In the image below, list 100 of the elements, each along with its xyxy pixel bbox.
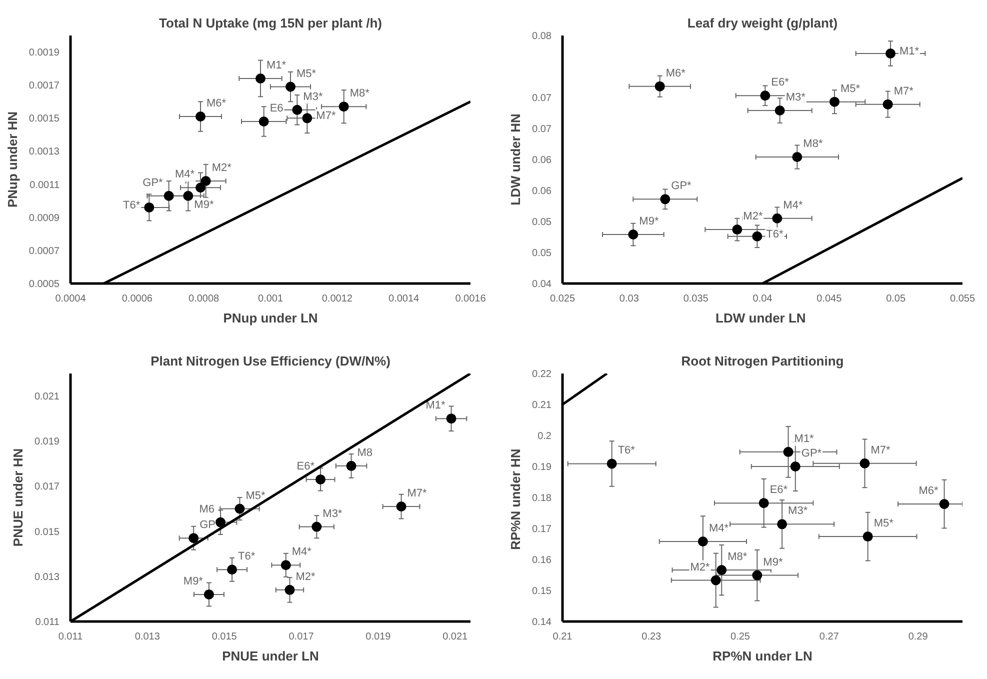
y-tick-label: 0.0009: [28, 212, 60, 224]
y-axis-title: RP%N under HN: [508, 448, 524, 550]
annotation: M4*: [292, 546, 312, 558]
y-tick-label: 0.06: [532, 155, 552, 166]
annotation: T6*: [123, 199, 141, 212]
annotation: M8*: [803, 138, 824, 150]
x-tick-label: 0.05: [886, 294, 906, 304]
x-tick-label: 0.045: [816, 294, 842, 304]
y-tick-label: 0.05: [532, 217, 552, 228]
x-tick-label: 0.29: [908, 632, 928, 642]
annotation: M5*: [246, 490, 266, 502]
y-tick-label: 0.0019: [28, 48, 60, 59]
y-tick-label: 0.0015: [28, 114, 60, 125]
y-tick-label: 0.013: [34, 572, 60, 583]
x-tick-label: 0.0016: [455, 294, 486, 304]
y-tick-label: 0.0007: [28, 246, 60, 257]
x-tick-label: 0.011: [58, 632, 84, 642]
annotation: M5*: [840, 82, 861, 95]
annotation: M1*: [794, 432, 815, 445]
x-tick-label: 0.0012: [322, 294, 353, 304]
y-tick-label: 0.17: [532, 524, 552, 535]
x-tick-label: 0.04: [752, 294, 773, 304]
annotation: M5*: [874, 518, 894, 530]
y-tick-label: 0.15: [532, 586, 552, 597]
annotation: M2*: [690, 561, 711, 574]
annotation: T6*: [238, 550, 256, 563]
annotation: M3*: [786, 92, 806, 104]
annotation: M9*: [194, 198, 214, 211]
x-tick-label: 0.015: [212, 632, 238, 642]
y-tick-label: 0.18: [532, 493, 552, 504]
x-tick-label: 0.21: [552, 632, 573, 642]
x-tick-label: 0.23: [642, 632, 662, 642]
x-axis-title: LDW under LN: [716, 310, 806, 326]
annotation: GP: [200, 519, 216, 532]
x-tick-label: 0.0004: [55, 294, 86, 304]
x-tick-label: 0.0014: [388, 294, 420, 304]
y-tick-label: 0.04: [532, 279, 552, 290]
x-axis-title: PNup under LN: [223, 310, 318, 326]
y-tick-label: 0.021: [34, 392, 60, 403]
annotation: GP*: [671, 180, 692, 192]
x-axis-title: RP%N under LN: [712, 648, 812, 664]
y-tick-label: 0.07: [532, 93, 552, 104]
x-tick-label: 0.03: [619, 294, 640, 304]
y-tick-label: 0.14: [532, 617, 552, 628]
y-tick-label: 0.0017: [28, 80, 60, 92]
annotation: M4*: [174, 168, 196, 181]
annotation: E6: [270, 102, 284, 114]
annotation: T6*: [618, 444, 636, 457]
x-tick-label: 0.0008: [188, 294, 220, 304]
x-tick-label: 0.0006: [122, 294, 153, 304]
annotation: M7*: [894, 85, 914, 98]
y-tick-label: 0.017: [34, 482, 60, 493]
annotation: M2*: [296, 570, 316, 583]
annotation: M7*: [407, 488, 428, 500]
annotation: M8*: [350, 88, 370, 100]
annotation: M1*: [266, 59, 287, 72]
y-tick-label: 0.19: [532, 462, 552, 473]
y-tick-label: 0.16: [532, 555, 552, 566]
annotation: GP*: [142, 176, 164, 189]
y-tick-label: 0.08: [532, 31, 552, 42]
x-tick-label: 0.055: [950, 294, 976, 304]
x-tick-label: 0.025: [550, 294, 576, 304]
x-tick-label: 0.27: [819, 632, 840, 642]
annotation: M6: [199, 503, 214, 516]
x-tick-label: 0.021: [442, 632, 468, 642]
annotation: M7*: [316, 110, 336, 122]
annotation: M5*: [296, 68, 317, 80]
y-axis-title: PNup under HN: [4, 111, 20, 208]
annotation: M6*: [666, 67, 686, 80]
annotation: E6*: [771, 76, 790, 89]
y-axis-title: PNUE under HN: [10, 448, 26, 547]
y-tick-label: 0.22: [532, 369, 552, 380]
y-tick-label: 0.07: [532, 124, 552, 135]
annotation: M9*: [763, 556, 784, 568]
chart-title: Total N Uptake (mg 15N per plant /h): [159, 16, 382, 30]
annotation: M4*: [783, 199, 804, 212]
y-axis-title: LDW under HN: [508, 114, 524, 206]
y-tick-label: 0.015: [34, 526, 60, 538]
x-tick-label: 0.035: [683, 294, 709, 304]
y-tick-label: 0.011: [35, 617, 60, 628]
annotation: M9*: [183, 575, 204, 588]
annotation: M4*: [708, 522, 730, 535]
x-axis-title: PNUE under LN: [222, 648, 319, 664]
annotation: M3*: [322, 508, 343, 520]
y-tick-label: 0.21: [532, 400, 552, 411]
annotation: T6*: [766, 228, 784, 240]
chart-title: Root Nitrogen Partitioning: [681, 354, 844, 368]
annotation: M3*: [788, 505, 808, 518]
x-tick-label: 0.013: [134, 632, 160, 642]
annotation: E6*: [296, 460, 316, 472]
annotation: M8: [357, 446, 373, 459]
x-tick-label: 0.25: [730, 632, 750, 642]
y-tick-label: 0.05: [532, 248, 552, 259]
y-tick-label: 0.0005: [28, 279, 60, 290]
y-tick-label: 0.019: [34, 436, 60, 448]
annotation: M2*: [212, 162, 232, 174]
y-tick-label: 0.0013: [28, 146, 60, 158]
annotation: E6*: [770, 484, 788, 496]
chart-title: Leaf dry weight (g/plant): [687, 16, 838, 30]
y-tick-label: 0.2: [538, 431, 552, 442]
